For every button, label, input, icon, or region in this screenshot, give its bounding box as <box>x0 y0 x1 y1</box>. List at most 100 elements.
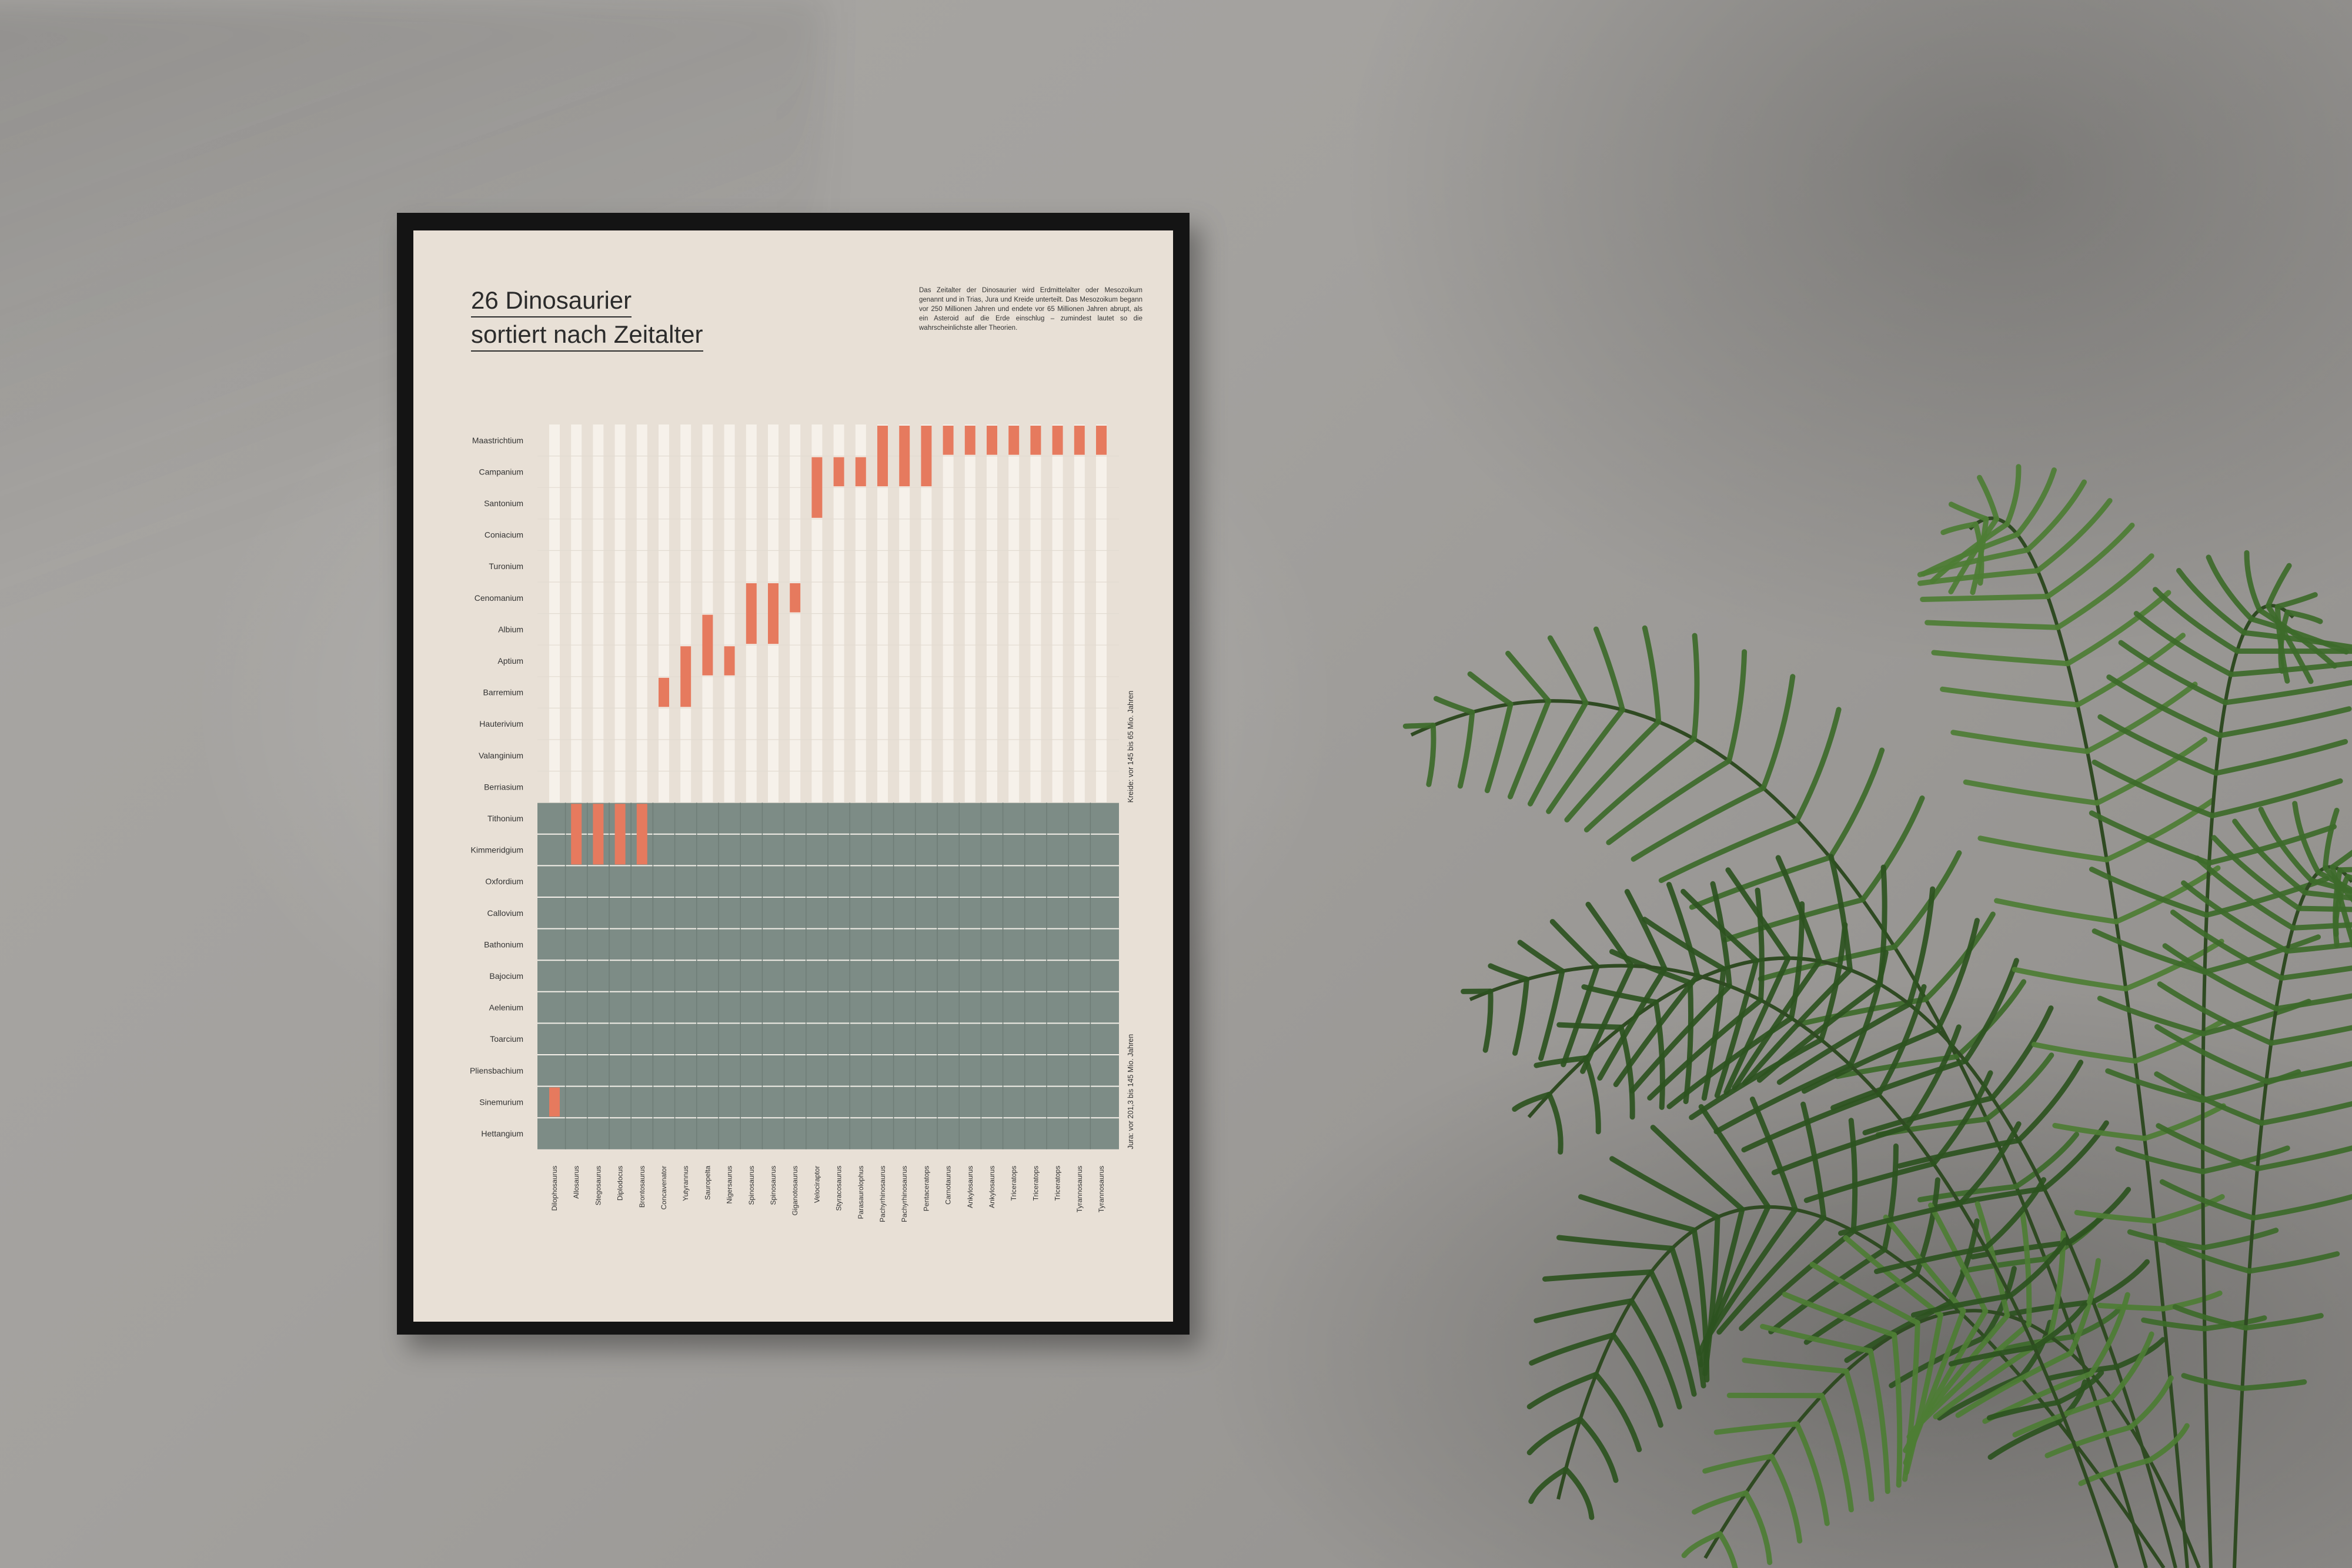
palm-leaflet <box>2097 714 2219 776</box>
palm-leaflet <box>1517 940 1565 974</box>
dinosaur-range-bar <box>724 646 735 676</box>
palm-leaflet <box>2200 1228 2279 1251</box>
palm-leaflet <box>2159 1179 2256 1221</box>
palm-leaflet <box>1818 922 1848 1043</box>
period-label: Kreide: vor 145 bis 65 Mio. Jahren <box>1127 691 1135 803</box>
palm-leaflet <box>2046 1364 2120 1382</box>
dinosaur-label: Yutyrannus <box>681 1166 690 1201</box>
palm-leaflet <box>1666 882 1700 978</box>
palm-leaflet <box>1642 917 1726 972</box>
palm-leaflet <box>1611 1332 1663 1428</box>
palm-leaflet <box>1698 1104 1771 1210</box>
palm-leaflet <box>2014 467 2057 537</box>
dinosaur-range-bar <box>746 583 757 644</box>
palm-leaflet <box>1526 1416 1583 1456</box>
palm-leaflet <box>2074 1209 2157 1224</box>
palm-stem <box>1556 1205 2166 1568</box>
palm-leaflet <box>2259 1101 2352 1126</box>
dinosaur-label: Pentaceratops <box>922 1166 930 1211</box>
palm-leaflet <box>1973 521 1984 586</box>
palm-leaflet <box>1593 1372 1642 1452</box>
palm-leaflet <box>2254 1145 2352 1172</box>
palm-leaflet <box>1802 1027 1940 1094</box>
dinosaur-label: Giganotosaurus <box>791 1166 799 1216</box>
palm-leaflet <box>1827 747 1885 860</box>
dinosaur-label: Ankylosaurus <box>988 1166 996 1208</box>
stage-label: Turonium <box>489 561 523 571</box>
palm-leaflet <box>1755 887 1765 1003</box>
dinosaur-label: Pachyrhinosaurus <box>878 1166 887 1222</box>
palm-leaflet <box>1578 1416 1619 1483</box>
palm-leaflet <box>1847 950 1889 1068</box>
palm-leaflet <box>1534 1298 1635 1323</box>
palm-leaflet <box>1929 521 2010 584</box>
palm-leaflet <box>1994 898 2119 925</box>
palm-leaflet <box>2115 1146 2206 1175</box>
palm-leaflet <box>2012 1396 2114 1437</box>
palm-leaflet <box>2106 674 2223 738</box>
palm-leaflet <box>2127 1229 2206 1251</box>
palm-leaflet <box>1681 888 1759 964</box>
dinosaur-range-bar <box>811 457 823 518</box>
palm-leaflet <box>2292 801 2321 875</box>
palm-leaflet <box>1794 1421 1830 1526</box>
palm-leaflet <box>1776 1001 1912 1085</box>
palm-leaflet <box>2258 807 2314 884</box>
stage-label: Bajocium <box>489 971 523 981</box>
poster-title: 26 Dinosaurier sortiert nach Zeitalter <box>471 285 703 353</box>
dinosaur-label: Stegosaurus <box>594 1166 602 1205</box>
palm-leaflet <box>2160 1290 2223 1312</box>
dinosaur-range-bar <box>593 804 604 865</box>
palm-leaflet <box>2004 464 2022 527</box>
palm-leaflet <box>2250 1194 2352 1221</box>
dinosaur-range-bar <box>987 426 997 455</box>
palm-leaflet <box>2194 855 2296 931</box>
palm-leaflet <box>2239 1379 2307 1391</box>
palm-leaflet <box>2165 1239 2252 1274</box>
palm-leaflet <box>1547 635 1589 706</box>
palm-leaflet <box>2202 934 2321 975</box>
palm-leaflet <box>1580 963 1634 1074</box>
stage-label: Barremium <box>483 688 523 697</box>
palm-leaflet <box>1930 1070 1993 1166</box>
dinosaur-range-bar <box>768 583 779 644</box>
palm-leaflet <box>2284 941 2352 954</box>
palm-leaflet <box>1624 889 1668 972</box>
palm-leaflet <box>2074 633 2186 708</box>
palm-stem <box>1703 1309 2201 1568</box>
palm-leaflet <box>1743 1490 1773 1565</box>
palm-leaflet <box>1585 901 1634 969</box>
poster-title-line-1: 26 Dinosaurier <box>471 285 632 317</box>
palm-stem <box>1527 956 2177 1568</box>
palm-leaflet <box>1433 696 1475 715</box>
palm-leaflet <box>2316 870 2352 894</box>
dinosaur-label: Velociraptor <box>813 1166 821 1203</box>
palm-leaflet <box>1647 997 1763 1101</box>
palm-leaflet <box>1860 795 1925 902</box>
palm-leaflet <box>1689 1037 1824 1121</box>
dinosaur-range-bar <box>964 426 975 455</box>
palm-leaflet <box>1691 633 1700 742</box>
palm-leaflet <box>1505 650 1552 704</box>
palm-leaflet <box>2153 587 2240 654</box>
stage-label: Berriasium <box>484 782 523 791</box>
palm-leaflet <box>1593 626 1625 713</box>
palm-leaflet <box>2065 590 2171 667</box>
stage-label: Pliensbachium <box>470 1066 523 1075</box>
palm-leaflet <box>2094 737 2208 806</box>
palm-leaflet <box>2133 611 2234 677</box>
palm-leaflet <box>2141 1103 2226 1141</box>
palm-leaflet <box>1467 671 1514 707</box>
dinosaur-range-bar <box>1008 426 1020 455</box>
palm-leaflet <box>1983 1177 2047 1251</box>
dinosaur-label: Triceratops <box>1054 1166 1062 1201</box>
palm-leaflet <box>2156 1123 2260 1172</box>
palm-leaflet <box>2333 874 2351 937</box>
dinosaur-label: Allosaurus <box>572 1166 580 1199</box>
palm-leaflet <box>2118 640 2228 706</box>
palm-leaflet <box>2034 498 2113 574</box>
palm-leaflet <box>1669 1245 1706 1389</box>
palm-leaflet <box>1954 979 2027 1059</box>
palm-leaflet <box>2007 1237 2069 1299</box>
palm-leaflet <box>1546 707 1625 814</box>
